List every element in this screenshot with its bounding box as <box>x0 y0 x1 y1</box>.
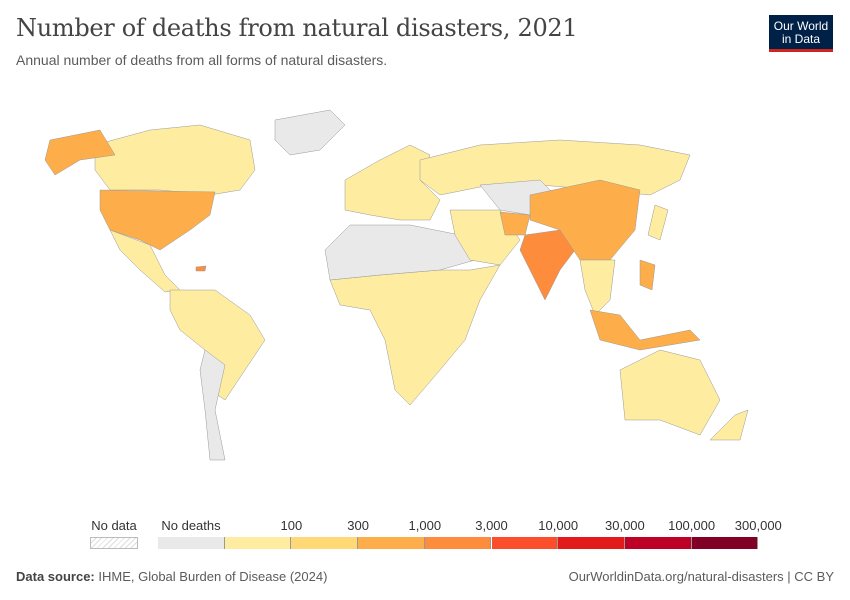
legend-tick-label: 3,000 <box>475 518 508 533</box>
country-haiti[interactable] <box>195 265 207 272</box>
legend-swatch-bin-4 <box>491 537 559 549</box>
country-greenland[interactable] <box>274 109 346 156</box>
owid-logo[interactable]: Our World in Data <box>769 15 833 52</box>
source-text: IHME, Global Burden of Disease (2024) <box>98 569 328 584</box>
country-africa[interactable] <box>329 264 501 406</box>
country-europe[interactable] <box>344 144 441 221</box>
data-source: Data source: IHME, Global Burden of Dise… <box>16 569 327 584</box>
legend-swatch-bin-1 <box>291 537 359 549</box>
legend-swatch-no-deaths <box>158 537 225 549</box>
country-united-states[interactable] <box>44 129 216 251</box>
country-russia[interactable] <box>419 139 691 196</box>
legend-no-deaths-label: No deaths <box>161 518 221 533</box>
legend-tick-label: 300 <box>347 518 369 533</box>
country-new-zealand[interactable] <box>709 409 749 441</box>
legend-swatch-bin-5 <box>558 537 625 549</box>
country-japan[interactable] <box>647 204 669 241</box>
legend-tick-label: 100,000 <box>668 518 716 533</box>
legend-swatch-bin-2 <box>358 537 425 549</box>
legend-swatch-bin-6 <box>624 537 692 549</box>
legend-tick-label: 30,000 <box>605 518 645 533</box>
legend-swatch-bin-0 <box>224 537 292 549</box>
world-map[interactable] <box>0 100 850 480</box>
country-southeast-asia[interactable] <box>579 259 616 316</box>
country-philippines[interactable] <box>639 259 656 291</box>
legend-swatch-bin-7 <box>691 537 759 549</box>
country-chile-argentina[interactable] <box>199 349 226 461</box>
legend-swatch-bin-3 <box>424 537 492 549</box>
country-afghanistan[interactable] <box>499 211 531 236</box>
country-south-america[interactable] <box>169 289 266 401</box>
legend-no-data-swatch <box>90 537 138 549</box>
legend-tick-label: 1,000 <box>408 518 442 533</box>
page-subtitle: Annual number of deaths from all forms o… <box>16 52 388 68</box>
legend-no-data-label: No data <box>91 518 137 533</box>
country-indonesia[interactable] <box>589 309 701 351</box>
country-australia[interactable] <box>619 349 721 436</box>
source-url[interactable]: OurWorldinData.org/natural-disasters | C… <box>568 569 834 584</box>
source-label: Data source: <box>16 569 95 584</box>
legend-tick-label: 300,000 <box>734 518 782 533</box>
legend-tick-label: 10,000 <box>538 518 579 533</box>
country-north-america-canada-[interactable] <box>94 124 256 196</box>
page-title: Number of deaths from natural disasters,… <box>16 14 578 42</box>
legend-tick-label: 100 <box>280 518 303 533</box>
